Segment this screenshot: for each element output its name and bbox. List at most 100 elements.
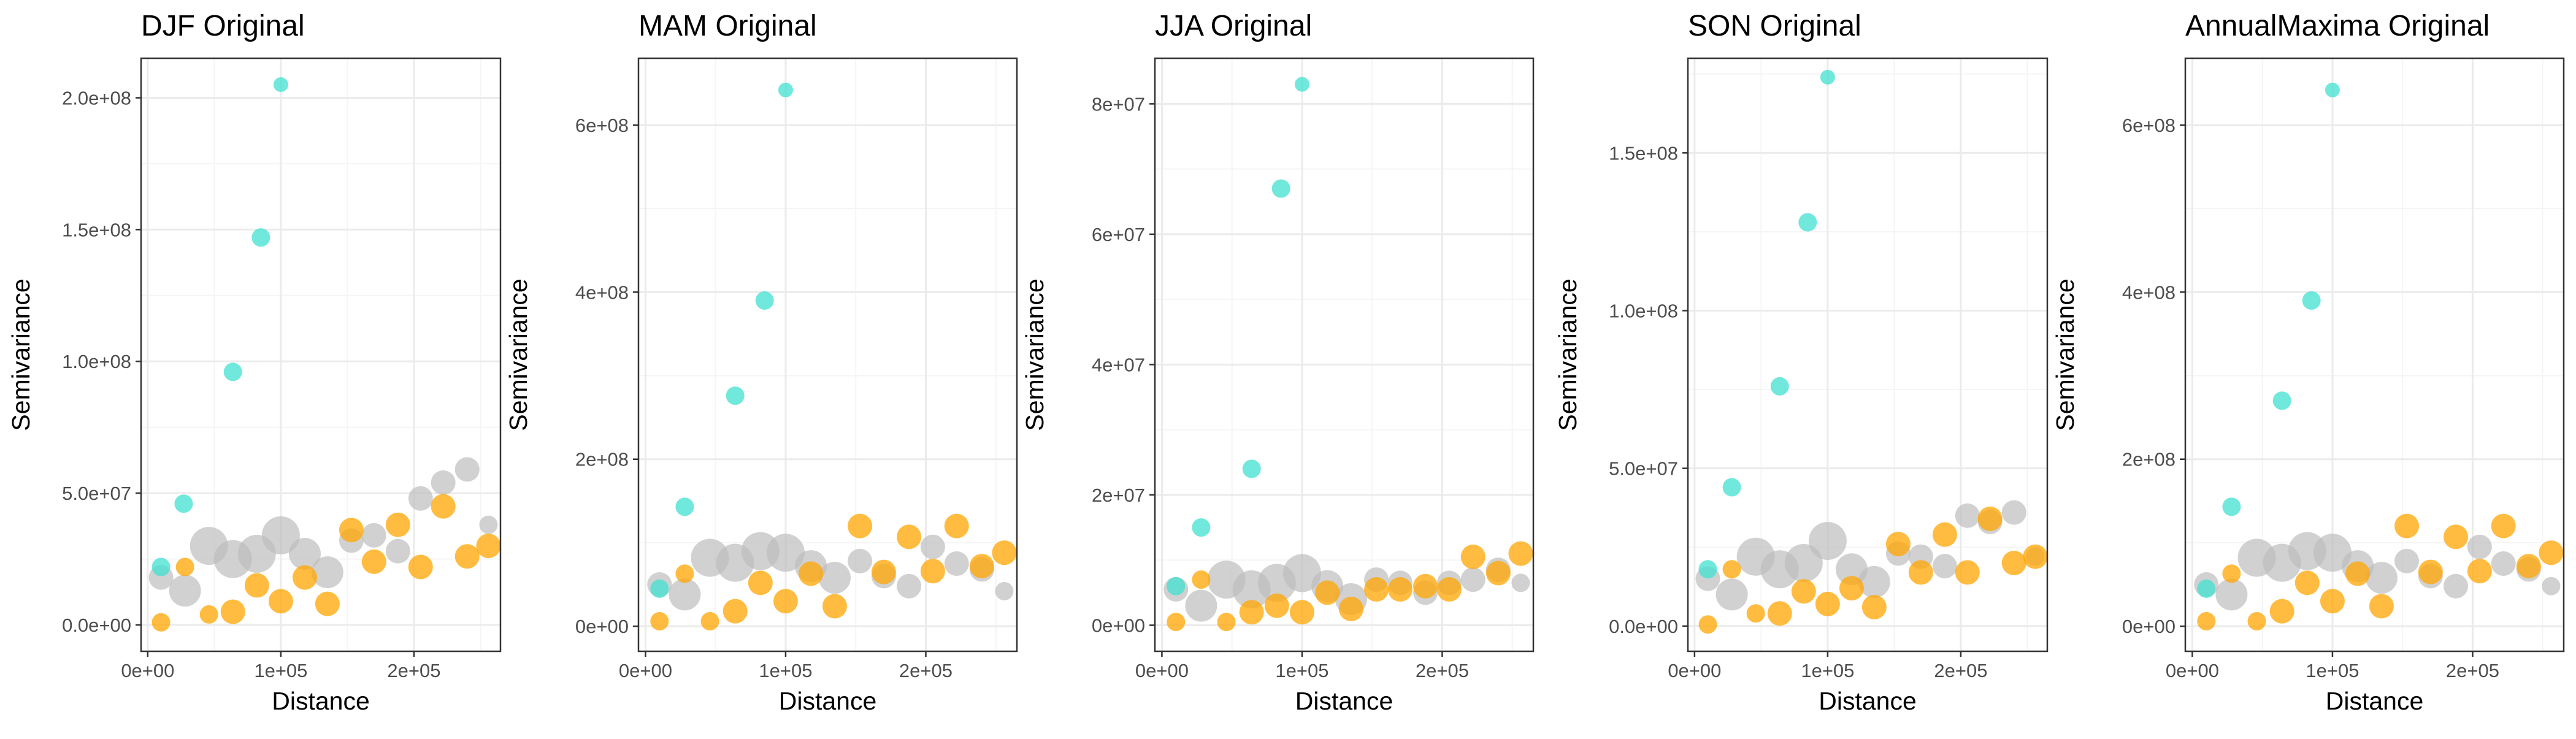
y-tick-label: 6e+07 — [1092, 224, 1145, 245]
data-point-orange — [1364, 577, 1389, 602]
data-point-orange — [2294, 570, 2320, 595]
data-point-orange — [1767, 601, 1792, 626]
x-tick-label: 2e+05 — [1934, 660, 1987, 681]
y-axis-label: Semivariance — [1021, 278, 1049, 431]
data-point-orange — [268, 589, 293, 614]
data-point-teal — [2272, 391, 2291, 410]
y-tick-label: 0.0e+00 — [62, 615, 131, 636]
data-point-orange — [723, 599, 748, 624]
data-point-orange — [1955, 560, 1980, 585]
data-point-orange — [1908, 560, 1933, 585]
data-point-orange — [1485, 561, 1511, 586]
data-point-teal — [755, 291, 774, 310]
data-point-grey — [1932, 554, 1957, 579]
y-tick-label: 6e+08 — [2122, 115, 2175, 136]
data-point-grey — [2394, 548, 2420, 573]
data-point-teal — [1770, 377, 1789, 396]
panel-border — [1154, 57, 1535, 653]
panel-border — [2184, 57, 2565, 653]
data-point-orange — [2320, 589, 2345, 614]
y-tick-label: 5.0e+07 — [1609, 458, 1678, 480]
panel-title: SON Original — [1688, 10, 1861, 42]
data-point-grey — [288, 537, 321, 570]
chart-panel-2: 0e+00 1e+05 2e+05 0e+00 2e+08 4e+08 6e+08 MAM O… — [504, 10, 1018, 715]
x-tick-label: 1e+05 — [1801, 660, 1854, 681]
x-tick-label: 1e+05 — [759, 660, 812, 681]
data-point-orange — [1413, 573, 1438, 599]
data-point-grey — [2313, 534, 2352, 572]
data-point-grey — [669, 578, 701, 611]
chart-panel-5: 0e+00 1e+05 2e+05 0e+00 2e+08 4e+08 6e+08 Annua… — [2051, 10, 2565, 715]
data-point-grey — [479, 515, 498, 534]
data-point-orange — [897, 524, 922, 549]
panel-title: AnnualMaxima Original — [2185, 10, 2490, 42]
data-point-teal — [151, 557, 171, 576]
panel-border — [1687, 57, 2049, 653]
y-tick-label: 0e+00 — [1092, 615, 1145, 636]
data-point-grey — [1955, 503, 1980, 528]
chart-panel-3: 0e+00 1e+05 2e+05 0e+00 2e+07 4e+07 6e+07 8e+07… — [1021, 10, 1535, 715]
data-point-grey — [169, 575, 201, 607]
data-point-orange — [476, 534, 501, 559]
data-point-orange — [2345, 561, 2371, 586]
data-point-grey — [408, 486, 433, 511]
data-point-grey — [848, 548, 873, 573]
x-tick-label: 0e+00 — [2166, 660, 2219, 681]
data-point-orange — [454, 544, 480, 569]
data-point-teal — [650, 579, 669, 598]
data-point-teal — [223, 362, 242, 381]
chart-panel-4: 0e+00 1e+05 2e+05 0.0e+00 5.0e+07 1.0e+08 1.5e… — [1554, 10, 2049, 715]
data-point-grey — [2001, 500, 2026, 525]
data-point-orange — [175, 557, 194, 576]
panel-border — [637, 57, 1018, 653]
data-point-orange — [2269, 599, 2294, 624]
data-point-orange — [292, 565, 317, 590]
data-point-orange — [920, 559, 945, 584]
data-point-orange — [244, 573, 269, 598]
data-point-orange — [1932, 522, 1957, 547]
panel-title: DJF Original — [141, 10, 305, 42]
data-point-orange — [199, 605, 218, 624]
data-point-orange — [1722, 560, 1741, 579]
panel-title: JJA Original — [1155, 10, 1312, 42]
data-point-orange — [2418, 559, 2443, 584]
data-point-orange — [1508, 541, 1533, 566]
x-axis-label: Distance — [779, 687, 877, 715]
y-axis-label: Semivariance — [7, 278, 35, 431]
data-point-grey — [995, 581, 1014, 600]
data-point-orange — [1815, 591, 1840, 616]
data-point-orange — [1167, 613, 1186, 632]
y-tick-label: 0e+00 — [575, 616, 629, 637]
data-point-teal — [1294, 77, 1309, 92]
data-point-teal — [1271, 179, 1290, 198]
data-point-orange — [1217, 613, 1236, 632]
x-tick-label: 0e+00 — [619, 660, 672, 681]
data-point-grey — [1460, 567, 1485, 592]
y-tick-label: 1.0e+08 — [1609, 300, 1678, 321]
panel-title: MAM Original — [638, 10, 817, 42]
y-tick-label: 5.0e+07 — [62, 483, 131, 504]
data-point-orange — [675, 564, 694, 583]
x-tick-label: 0e+00 — [1135, 660, 1189, 681]
data-point-orange — [1746, 604, 1765, 623]
data-point-orange — [339, 518, 364, 543]
x-axis-label: Distance — [2326, 687, 2424, 715]
data-point-orange — [1977, 506, 2003, 531]
data-point-grey — [2444, 573, 2469, 599]
data-point-teal — [675, 497, 694, 516]
x-tick-label: 0e+00 — [1668, 660, 1721, 681]
data-point-grey — [1715, 578, 1748, 611]
x-tick-label: 1e+05 — [2306, 660, 2359, 681]
x-tick-label: 0e+00 — [121, 660, 174, 681]
y-tick-label: 4e+08 — [575, 281, 629, 303]
data-point-teal — [1167, 576, 1186, 595]
data-point-teal — [2325, 82, 2340, 98]
data-point-orange — [1460, 544, 1485, 569]
x-axis-label: Distance — [272, 687, 370, 715]
x-tick-label: 2e+05 — [899, 660, 953, 681]
x-tick-label: 2e+05 — [2446, 660, 2499, 681]
y-tick-label: 0e+00 — [2122, 616, 2175, 637]
data-point-grey — [2467, 534, 2492, 559]
